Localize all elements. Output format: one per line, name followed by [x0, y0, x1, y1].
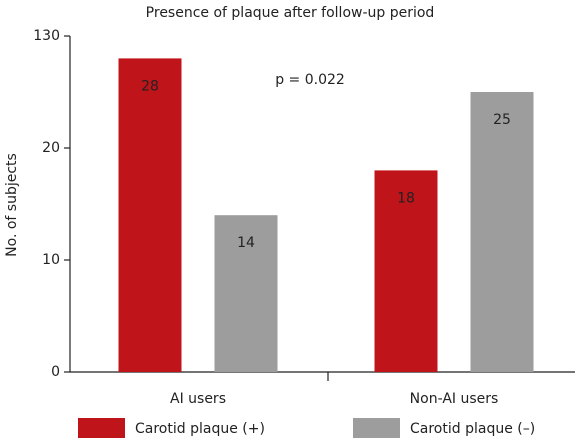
y-tick-label: 20 — [42, 140, 60, 156]
y-tick-label: 10 — [42, 252, 60, 268]
legend-label: Carotid plaque (–) — [410, 421, 535, 437]
y-tick-label: 0 — [51, 364, 60, 380]
bar — [118, 58, 182, 373]
value-label: 18 — [397, 190, 415, 206]
y-tick-label: 130 — [33, 28, 60, 44]
legend-swatch — [353, 418, 400, 438]
value-label: 25 — [493, 112, 511, 128]
bar — [374, 170, 438, 372]
value-label: 14 — [237, 235, 255, 251]
x-tick-label: Non-AI users — [410, 391, 499, 407]
y-axis-label: No. of subjects — [4, 153, 20, 257]
legend-swatch — [78, 418, 125, 438]
bar — [214, 215, 278, 372]
legend-label: Carotid plaque (+) — [135, 421, 265, 437]
annotation: p = 0.022 — [275, 72, 345, 88]
bar — [470, 92, 534, 372]
x-tick-label: AI users — [170, 391, 226, 407]
chart-title: Presence of plaque after follow-up perio… — [146, 5, 435, 21]
value-label: 28 — [141, 78, 159, 94]
